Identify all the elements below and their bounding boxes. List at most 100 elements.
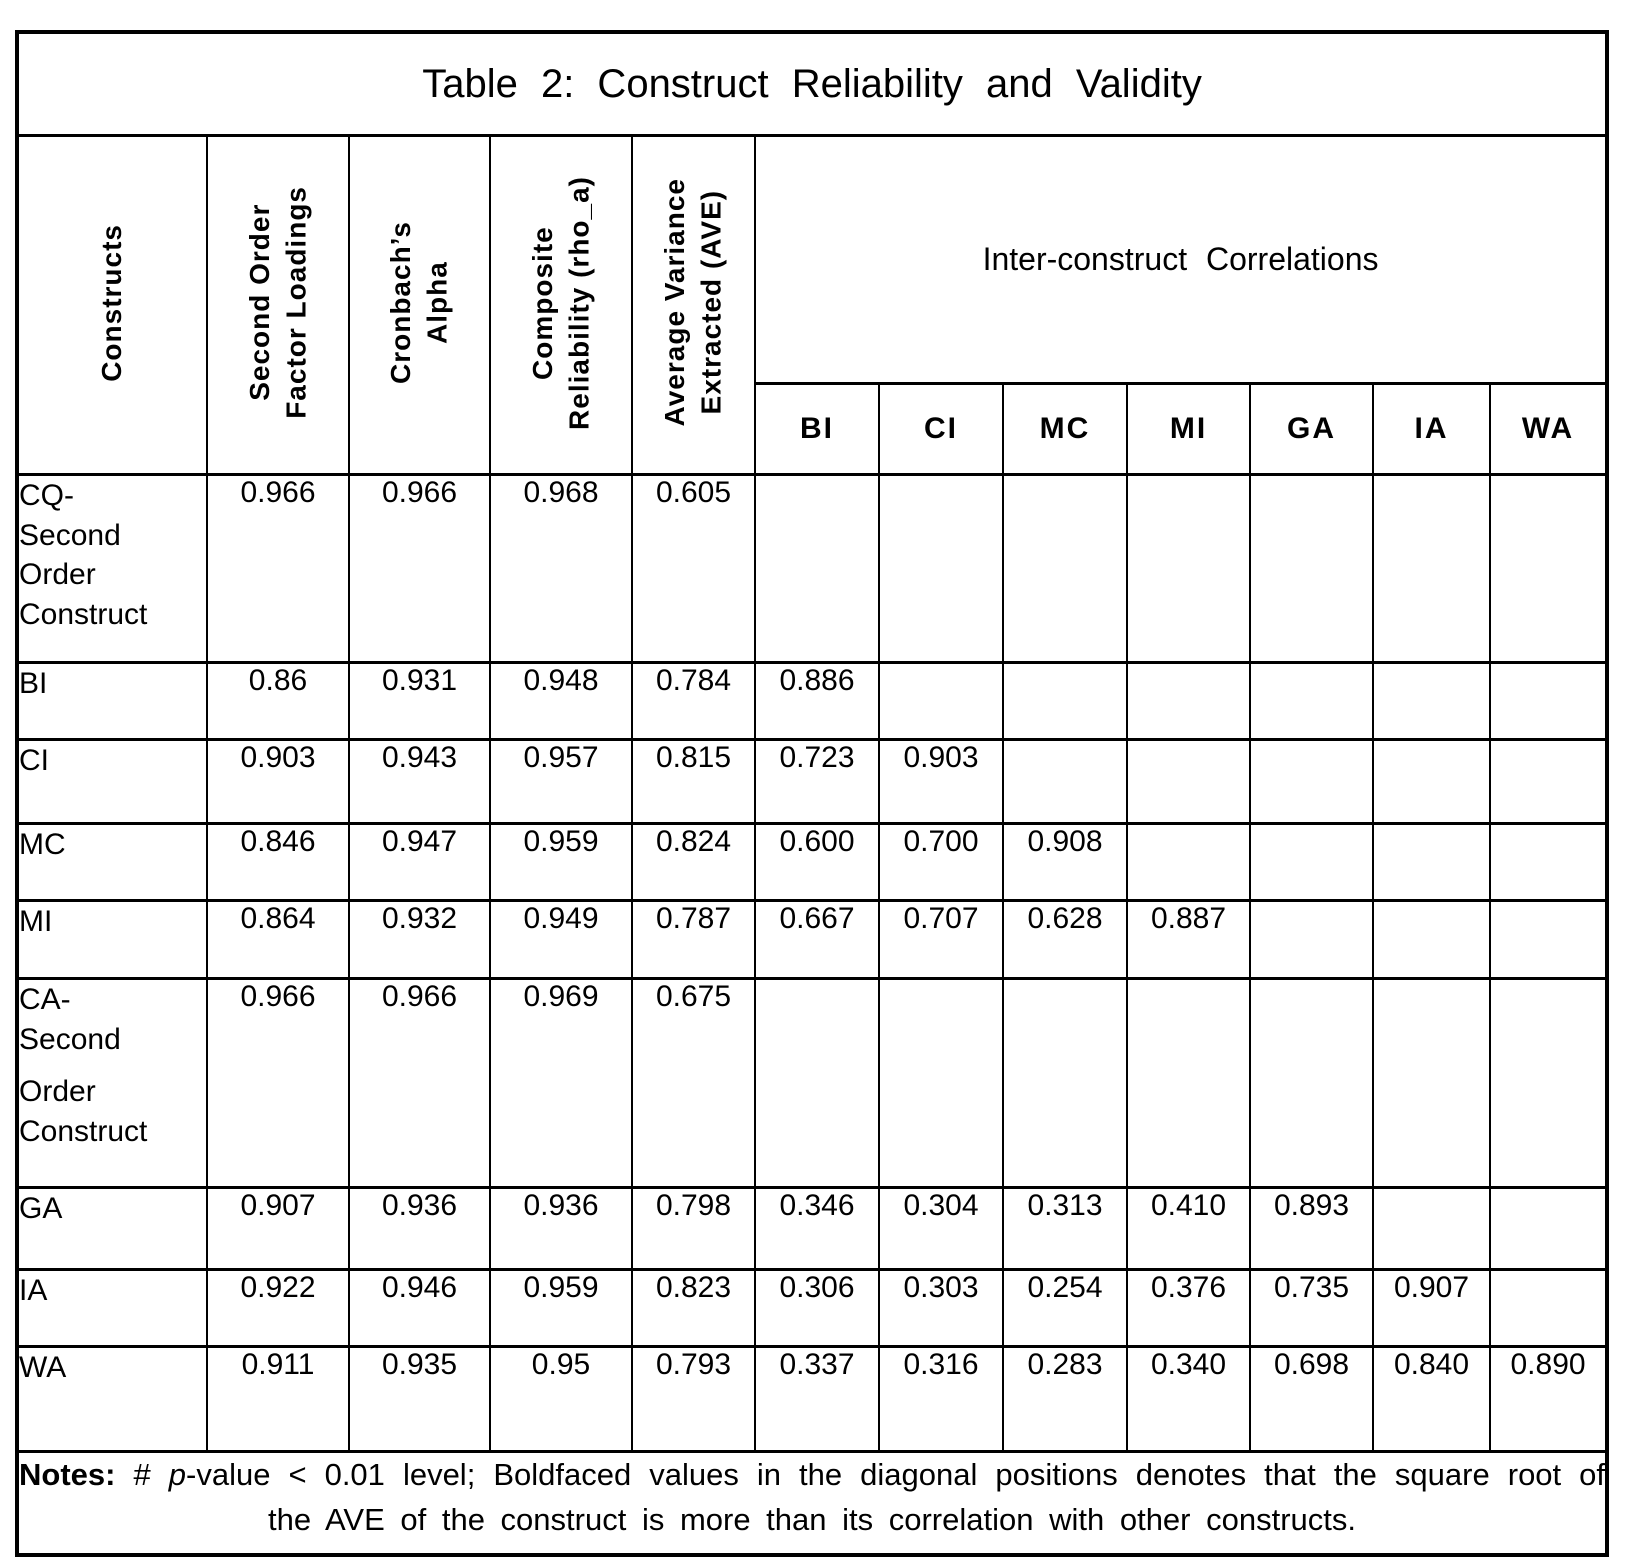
- col-header-factor-loadings-text: Second Order Factor Loadings: [243, 186, 311, 419]
- col-header-composite-reliability-text: Composite Reliability (rho_a): [526, 175, 594, 430]
- row-label-text: MC: [19, 828, 66, 861]
- data-cell: 0.968: [489, 473, 633, 664]
- col-subheader-ga: GA: [1249, 382, 1374, 476]
- row-label-text: MI: [19, 905, 53, 938]
- reliability-validity-table: Table 2: Construct Reliability and Valid…: [15, 30, 1610, 1557]
- data-cell: 0.700: [878, 822, 1004, 902]
- data-cell: 0.784: [631, 661, 756, 741]
- col-header-ave: Average Variance Extracted (AVE): [631, 134, 756, 476]
- col-subheader-mi: MI: [1126, 382, 1251, 476]
- data-cell: [1249, 977, 1374, 1189]
- data-cell: 0.922: [206, 1268, 350, 1348]
- data-cell: 0.903: [206, 738, 350, 825]
- row-label-mi: MI: [16, 899, 208, 980]
- data-cell: 0.675: [631, 977, 756, 1189]
- col-header-factor-loadings: Second Order Factor Loadings: [206, 134, 350, 476]
- col-subheader-mc: MC: [1002, 382, 1128, 476]
- data-cell: [1488, 1186, 1609, 1271]
- table-row-ca: CA- Second Order Construct 0.966 0.966 0…: [16, 977, 1609, 1189]
- data-cell-diagonal: 0.907: [1372, 1268, 1491, 1348]
- data-cell: 0.840: [1372, 1345, 1491, 1453]
- col-header-ave-text: Average Variance Extracted (AVE): [659, 178, 727, 427]
- data-cell-diagonal: 0.890: [1488, 1345, 1609, 1453]
- table-row-ga: GA 0.907 0.936 0.936 0.798 0.346 0.304 0…: [16, 1186, 1609, 1271]
- table-notes: Notes: # p-value < 0.01 level; Boldfaced…: [15, 1450, 1609, 1557]
- data-cell: 0.823: [631, 1268, 756, 1348]
- data-cell: 0.667: [754, 899, 880, 980]
- data-cell: 0.946: [348, 1268, 491, 1348]
- notes-body: -value < 0.01 level; Boldfaced values in…: [186, 1457, 1606, 1537]
- data-cell: 0.787: [631, 899, 756, 980]
- data-cell: 0.628: [1002, 899, 1128, 980]
- data-cell: 0.605: [631, 473, 756, 664]
- row-label-cq: CQ- Second Order Construct: [16, 473, 208, 664]
- data-cell: [1372, 977, 1491, 1189]
- data-cell: [1488, 473, 1609, 664]
- data-cell: [1372, 1186, 1491, 1271]
- header-row: Constructs Second Order Factor Loadings …: [16, 134, 1609, 476]
- data-cell: 0.303: [878, 1268, 1004, 1348]
- data-cell: 0.949: [489, 899, 633, 980]
- data-cell: 0.936: [348, 1186, 491, 1271]
- data-cell: 0.931: [348, 661, 491, 741]
- data-cell: 0.864: [206, 899, 350, 980]
- data-cell: 0.376: [1126, 1268, 1251, 1348]
- col-header-constructs: Constructs: [16, 134, 208, 476]
- data-cell: [1002, 738, 1128, 825]
- col-subheader-wa: WA: [1488, 382, 1609, 476]
- notes-p-italic: p: [168, 1457, 186, 1492]
- col-header-cronbachs-alpha: Cronbach’s Alpha: [348, 134, 491, 476]
- data-cell: [1126, 977, 1251, 1189]
- data-cell: [1372, 738, 1491, 825]
- data-cell: 0.911: [206, 1345, 350, 1453]
- data-cell-diagonal: 0.887: [1126, 899, 1251, 980]
- data-cell: [1126, 661, 1251, 741]
- data-cell-diagonal: 0.908: [1002, 822, 1128, 902]
- data-cell: 0.698: [1249, 1345, 1374, 1453]
- data-cell: 0.313: [1002, 1186, 1128, 1271]
- data-cell: [1249, 899, 1374, 980]
- row-label-ga: GA: [16, 1186, 208, 1271]
- data-cell-diagonal: 0.903: [878, 738, 1004, 825]
- data-cell: [1126, 822, 1251, 902]
- data-cell: [1372, 899, 1491, 980]
- data-cell: 0.969: [489, 977, 633, 1189]
- data-cell: 0.254: [1002, 1268, 1128, 1348]
- data-cell: 0.846: [206, 822, 350, 902]
- data-cell: 0.966: [348, 473, 491, 664]
- data-cell-diagonal: 0.893: [1249, 1186, 1374, 1271]
- col-header-inter-construct-correlations: Inter-construct Correlations: [753, 134, 1609, 385]
- data-cell: 0.943: [348, 738, 491, 825]
- data-cell: [1126, 473, 1251, 664]
- data-cell: 0.957: [489, 738, 633, 825]
- data-cell: 0.306: [754, 1268, 880, 1348]
- col-subheader-ci: CI: [878, 382, 1004, 476]
- col-header-constructs-text: Constructs: [96, 223, 128, 382]
- data-cell: 0.793: [631, 1345, 756, 1453]
- data-cell: [878, 473, 1004, 664]
- col-header-cronbachs-alpha-text: Cronbach’s Alpha: [385, 221, 453, 384]
- data-cell: [1488, 661, 1609, 741]
- data-cell: [1488, 899, 1609, 980]
- data-cell: 0.707: [878, 899, 1004, 980]
- data-cell: 0.824: [631, 822, 756, 902]
- row-label-ci: CI: [16, 738, 208, 825]
- data-cell: 0.316: [878, 1345, 1004, 1453]
- data-cell: 0.86: [206, 661, 350, 741]
- row-label-ia: IA: [16, 1268, 208, 1348]
- row-label-text: BI: [19, 667, 48, 700]
- data-cell: 0.907: [206, 1186, 350, 1271]
- table-row-bi: BI 0.86 0.931 0.948 0.784 0.886: [16, 661, 1609, 741]
- data-cell: 0.346: [754, 1186, 880, 1271]
- notes-hash: #: [133, 1457, 169, 1492]
- data-cell: [878, 661, 1004, 741]
- data-cell: 0.966: [206, 473, 350, 664]
- data-cell-diagonal: 0.886: [754, 661, 880, 741]
- notes-row: Notes: # p-value < 0.01 level; Boldfaced…: [15, 1450, 1609, 1557]
- table-row-wa: WA 0.911 0.935 0.95 0.793 0.337 0.316 0.…: [16, 1345, 1609, 1453]
- col-subheader-bi: BI: [754, 382, 880, 476]
- data-cell: 0.815: [631, 738, 756, 825]
- data-cell: 0.932: [348, 899, 491, 980]
- data-cell: 0.340: [1126, 1345, 1251, 1453]
- data-cell: 0.935: [348, 1345, 491, 1453]
